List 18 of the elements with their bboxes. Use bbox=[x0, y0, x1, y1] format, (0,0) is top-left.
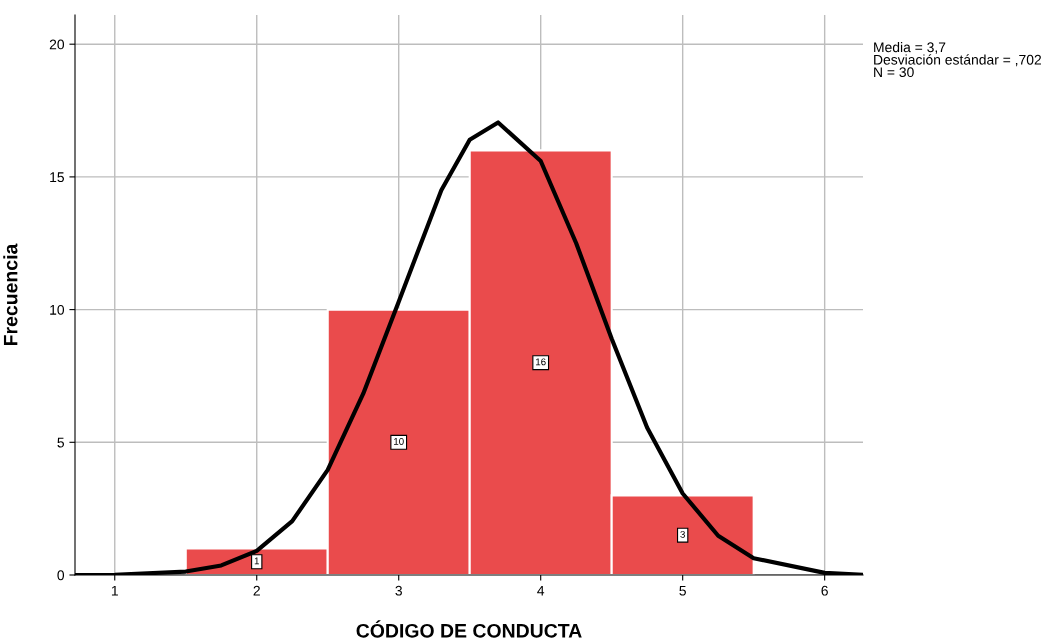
x-axis-title: CÓDIGO DE CONDUCTA bbox=[356, 620, 582, 638]
y-tick-label: 15 bbox=[50, 172, 64, 183]
data-label: 3 bbox=[680, 530, 685, 538]
y-tick-label: 10 bbox=[50, 304, 65, 315]
y-tick-label: 5 bbox=[57, 437, 64, 448]
x-tick-label: 1 bbox=[111, 585, 118, 596]
data-label: 16 bbox=[536, 358, 546, 366]
text: Media = 3,7 Desviación estándar = ,702 N = 30 bbox=[874, 42, 1041, 78]
data-label: 1 bbox=[254, 557, 259, 565]
x-tick-label: 6 bbox=[821, 585, 828, 596]
y-tick-label: 0 bbox=[57, 570, 65, 581]
data-label: 10 bbox=[394, 438, 404, 445]
y-tick-label: 20 bbox=[49, 39, 65, 50]
x-tick-label: 2 bbox=[253, 585, 260, 596]
y-axis-title: Frecuencia bbox=[3, 243, 18, 346]
x-tick-label: 5 bbox=[679, 585, 686, 596]
x-tick-label: 4 bbox=[537, 585, 545, 596]
x-tick-label: 3 bbox=[395, 585, 402, 596]
